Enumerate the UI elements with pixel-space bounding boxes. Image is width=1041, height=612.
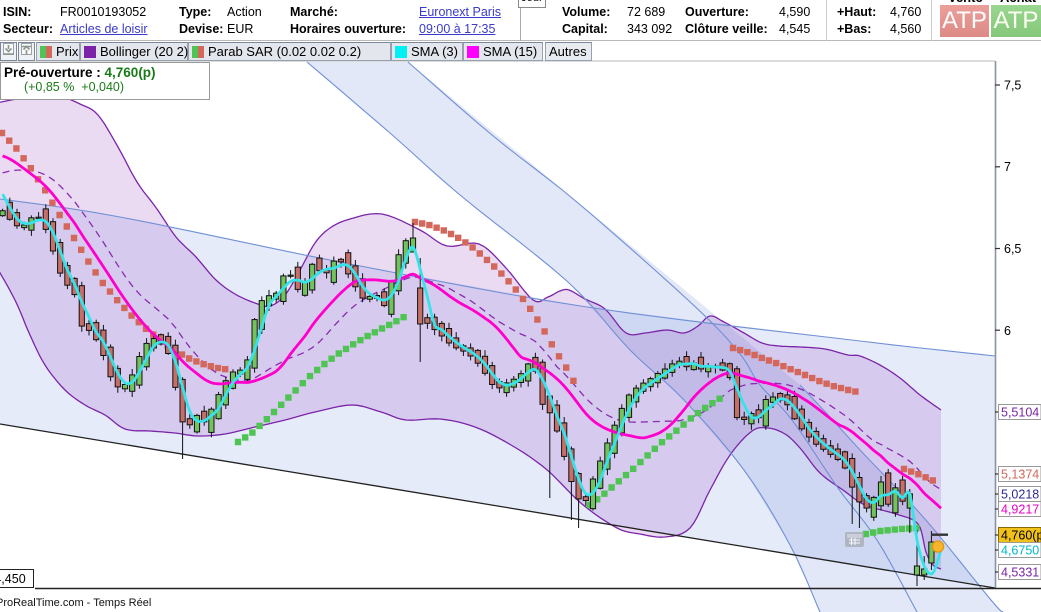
svg-text:6: 6 (1004, 324, 1011, 338)
svg-text:7: 7 (1004, 160, 1011, 174)
svg-text:5,1374: 5,1374 (1001, 468, 1039, 482)
svg-text:4,760(p: 4,760(p (1001, 529, 1041, 543)
svg-text:4,6750: 4,6750 (1001, 544, 1039, 558)
svg-text:4,5331: 4,5331 (1001, 566, 1039, 580)
svg-text:4,9217: 4,9217 (1001, 503, 1039, 517)
svg-text:6,5: 6,5 (1004, 242, 1021, 256)
svg-text:7,5: 7,5 (1004, 79, 1021, 93)
svg-text:5,0218: 5,0218 (1001, 488, 1039, 502)
svg-text:5,5104: 5,5104 (1001, 406, 1039, 420)
